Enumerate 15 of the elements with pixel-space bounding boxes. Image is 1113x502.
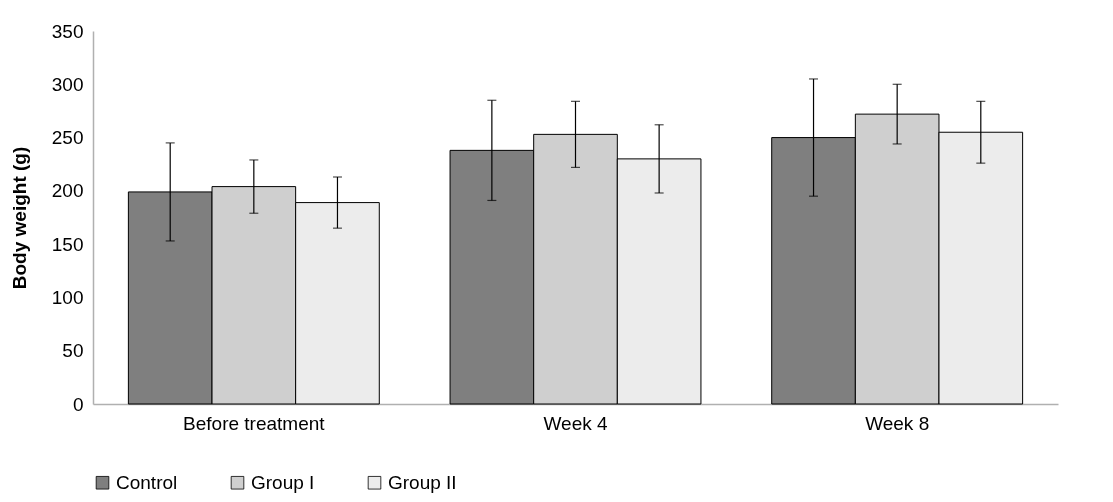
y-tick-label: 100 [51, 286, 84, 308]
legend-label: Control [116, 471, 178, 493]
y-tick-label: 150 [51, 233, 84, 255]
legend-label: Group I [251, 471, 315, 493]
y-tick-label: 50 [62, 340, 84, 362]
y-tick-label: 0 [72, 393, 84, 415]
x-tick-label: Week 4 [543, 412, 608, 434]
y-axis-title: Body weight (g) [8, 146, 30, 290]
y-tick-label: 350 [51, 20, 84, 42]
y-tick-label: 200 [51, 180, 84, 202]
y-tick-label: 250 [51, 127, 84, 149]
x-tick-label: Week 8 [865, 412, 930, 434]
x-tick-label: Before treatment [183, 412, 326, 434]
legend-label: Group II [388, 471, 457, 493]
y-tick-label: 300 [51, 73, 84, 95]
